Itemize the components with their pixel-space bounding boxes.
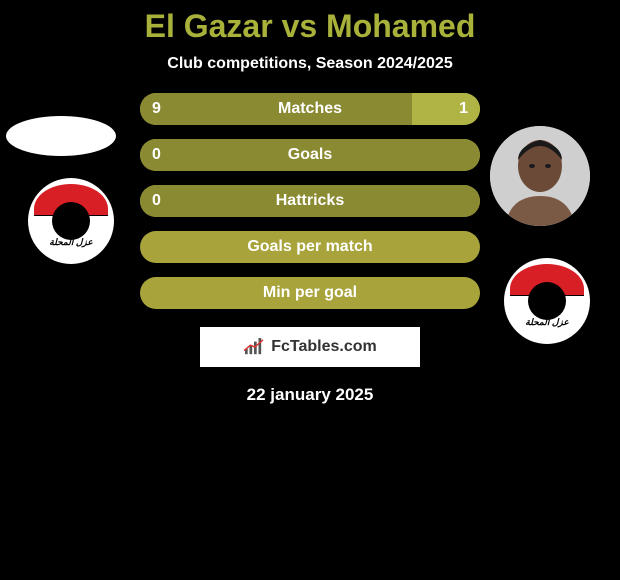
badge-script-right: عزل المحلة — [510, 317, 584, 328]
watermark: FcTables.com — [200, 327, 420, 367]
stats-bars: 9 Matches 1 0 Goals 0 Hattricks Goals pe… — [140, 93, 480, 309]
chart-bars-icon — [243, 338, 265, 356]
stat-bar-goals: 0 Goals — [140, 139, 480, 171]
bar-left-value: 0 — [152, 146, 161, 164]
stat-bar-mpg: Min per goal — [140, 277, 480, 309]
stat-bar-hattricks: 0 Hattricks — [140, 185, 480, 217]
watermark-text: FcTables.com — [271, 338, 377, 356]
bar-label: Goals per match — [247, 238, 372, 256]
stat-bar-gpm: Goals per match — [140, 231, 480, 263]
club-badge-left: عزل المحلة — [28, 178, 114, 264]
bar-left-value: 9 — [152, 100, 161, 118]
bar-label: Min per goal — [263, 284, 357, 302]
subtitle: Club competitions, Season 2024/2025 — [0, 55, 620, 73]
page-title: El Gazar vs Mohamed — [0, 0, 620, 45]
player-left-avatar — [6, 116, 116, 156]
bar-label: Matches — [278, 100, 342, 118]
bar-right-fill — [412, 93, 480, 125]
player-right-avatar — [490, 126, 590, 226]
bar-label: Goals — [288, 146, 332, 164]
date-text: 22 january 2025 — [0, 385, 620, 405]
avatar-silhouette-icon — [490, 126, 590, 226]
stat-bar-matches: 9 Matches 1 — [140, 93, 480, 125]
bar-label: Hattricks — [276, 192, 344, 210]
bar-left-fill — [140, 93, 412, 125]
club-badge-right: عزل المحلة — [504, 258, 590, 344]
bar-right-value: 1 — [459, 100, 468, 118]
badge-script-left: عزل المحلة — [34, 237, 108, 248]
bar-left-value: 0 — [152, 192, 161, 210]
